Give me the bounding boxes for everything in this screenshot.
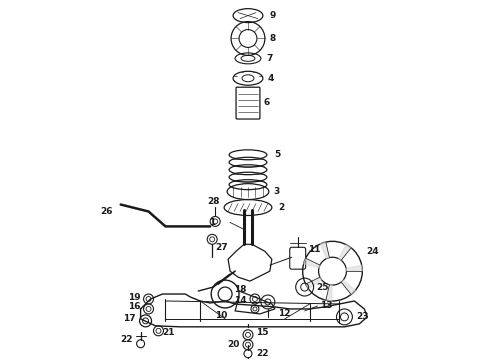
Text: 20: 20 — [228, 340, 240, 349]
Text: 1: 1 — [209, 218, 215, 227]
Text: 24: 24 — [367, 247, 379, 256]
Text: 12: 12 — [278, 309, 290, 318]
Polygon shape — [339, 244, 351, 260]
Polygon shape — [341, 280, 355, 294]
Polygon shape — [304, 258, 320, 268]
Text: 27: 27 — [215, 243, 228, 252]
Text: 25: 25 — [317, 283, 329, 292]
Text: 2: 2 — [278, 203, 284, 212]
Text: 13: 13 — [319, 301, 332, 310]
Text: 22: 22 — [256, 349, 269, 358]
Polygon shape — [306, 277, 321, 289]
Text: 7: 7 — [266, 54, 272, 63]
Text: 5: 5 — [274, 150, 280, 159]
Polygon shape — [346, 265, 362, 271]
Text: 18: 18 — [235, 284, 247, 293]
Polygon shape — [326, 285, 332, 301]
Text: 3: 3 — [274, 187, 280, 196]
Text: 10: 10 — [215, 311, 227, 320]
Text: 17: 17 — [123, 314, 136, 323]
Text: 21: 21 — [163, 328, 175, 337]
Text: 15: 15 — [256, 328, 269, 337]
Text: 14: 14 — [234, 297, 247, 306]
Text: 19: 19 — [128, 293, 141, 302]
Polygon shape — [320, 242, 329, 258]
Text: 11: 11 — [308, 245, 320, 254]
Text: 16: 16 — [128, 302, 141, 311]
Text: 28: 28 — [207, 197, 220, 206]
Text: 8: 8 — [270, 34, 276, 43]
Text: 23: 23 — [356, 312, 369, 321]
Text: 22: 22 — [120, 335, 133, 344]
Text: 9: 9 — [270, 11, 276, 20]
Text: 26: 26 — [100, 207, 113, 216]
Text: 6: 6 — [264, 98, 270, 107]
Text: 4: 4 — [268, 74, 274, 83]
